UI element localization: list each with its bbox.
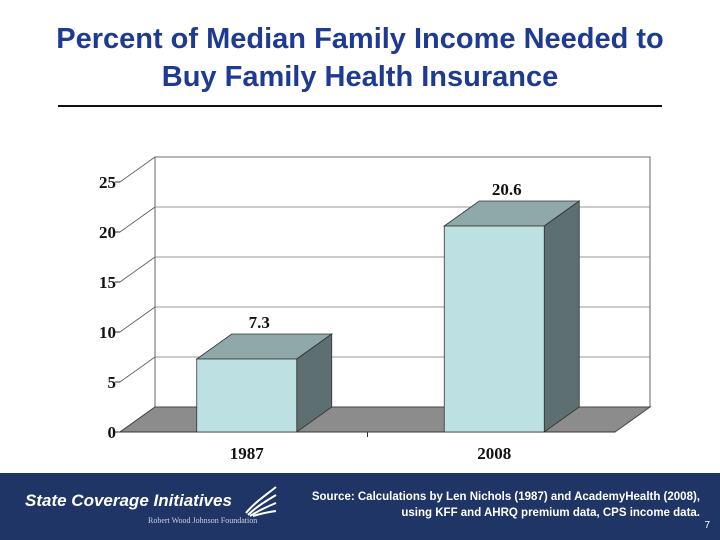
chart-labels: 0 5 10 15 20 25 7.3 1987 20.6 2008 bbox=[99, 173, 522, 463]
y-tick-label: 25 bbox=[99, 173, 116, 192]
x-tick-label: 2008 bbox=[477, 444, 511, 463]
y-tick-label: 20 bbox=[99, 223, 116, 242]
bar-chart: 0 5 10 15 20 25 7.3 1987 20.6 2008 bbox=[99, 156, 652, 463]
y-tick-label: 0 bbox=[108, 423, 117, 442]
y-grid-diagonal bbox=[119, 156, 156, 183]
chart-bars bbox=[195, 200, 581, 433]
wing-logo-icon bbox=[245, 486, 277, 517]
source-note-line-1: Source: Calculations by Len Nichols (198… bbox=[311, 491, 700, 503]
footer-bar: State Coverage Initiatives Robert Wood J… bbox=[0, 473, 720, 540]
source-note-line-2: using KFF and AHRQ premium data, CPS inc… bbox=[401, 507, 700, 519]
y-tick-label: 10 bbox=[99, 323, 116, 342]
y-tick-label: 15 bbox=[99, 273, 116, 292]
source-note: Source: Calculations by Len Nichols (198… bbox=[280, 489, 700, 521]
data-label: 20.6 bbox=[492, 180, 522, 199]
bar-2008 bbox=[443, 225, 545, 433]
bar-1987 bbox=[196, 358, 298, 433]
slide-title-line-2: Buy Family Health Insurance bbox=[161, 61, 559, 93]
y-grid-diagonal bbox=[119, 256, 156, 283]
y-tick-label: 5 bbox=[108, 373, 117, 392]
page-number: 7 bbox=[704, 520, 710, 531]
data-label: 7.3 bbox=[249, 313, 270, 332]
rwjf-logo-text: Robert Wood Johnson Foundation bbox=[148, 516, 258, 525]
y-grid-diagonal bbox=[119, 206, 156, 233]
x-tick-label: 1987 bbox=[230, 444, 265, 463]
slide-title: Percent of Median Family Income Needed t… bbox=[0, 20, 720, 96]
sci-logo-text: State Coverage Initiatives bbox=[25, 491, 232, 510]
slide-title-line-1: Percent of Median Family Income Needed t… bbox=[56, 23, 664, 55]
bar-side-2008 bbox=[543, 200, 580, 433]
y-grid-diagonal bbox=[119, 356, 156, 383]
title-divider bbox=[58, 105, 662, 107]
y-grid-diagonal bbox=[119, 306, 156, 333]
